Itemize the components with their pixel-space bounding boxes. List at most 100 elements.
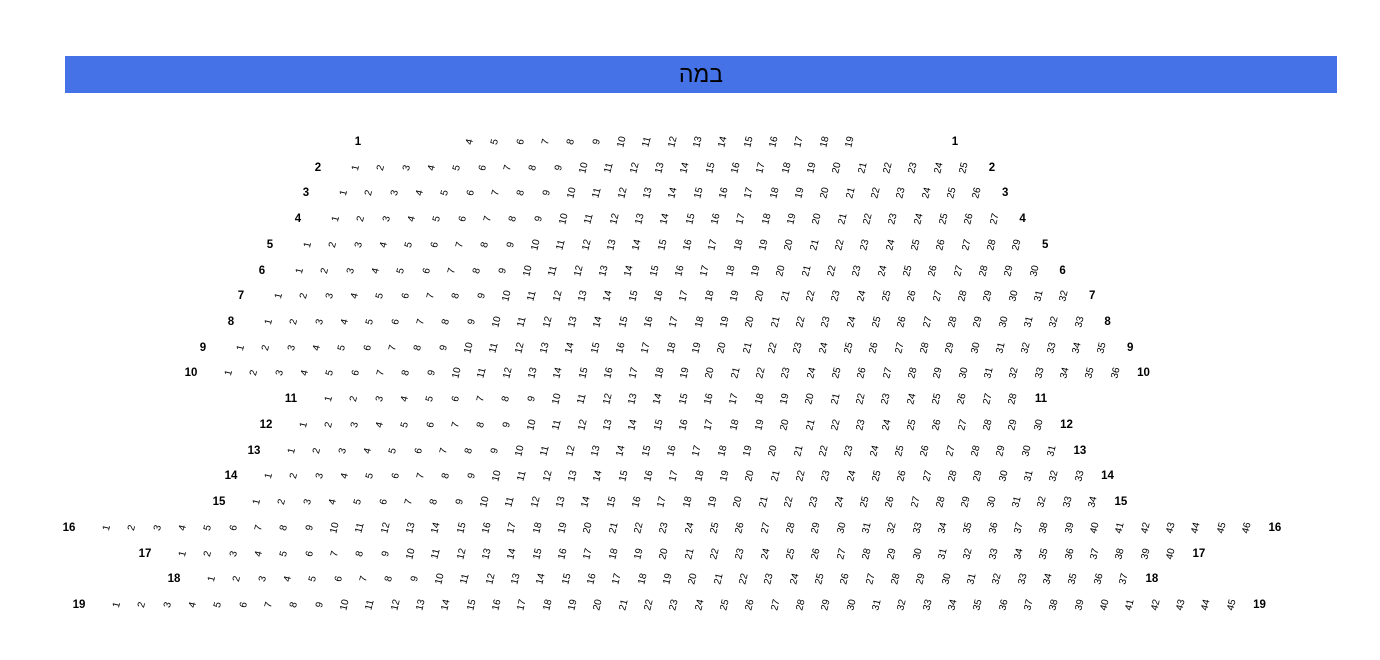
seat-row5-num5[interactable]: 5: [403, 240, 416, 249]
seat-row4-num15[interactable]: 15: [683, 212, 698, 226]
seat-row6-num21[interactable]: 21: [799, 263, 814, 278]
seat-row17-num10[interactable]: 10: [404, 546, 418, 561]
seat-row19-num14[interactable]: 14: [439, 598, 453, 612]
seat-row9-num20[interactable]: 20: [715, 341, 729, 355]
seat-row16-num4[interactable]: 4: [176, 523, 189, 532]
seat-row5-num13[interactable]: 13: [605, 238, 619, 252]
seat-row8-num14[interactable]: 14: [591, 315, 605, 329]
seat-row1-num15[interactable]: 15: [741, 135, 756, 149]
seat-row19-num20[interactable]: 20: [591, 598, 605, 612]
seat-row18-num14[interactable]: 14: [534, 572, 548, 586]
seat-row5-num18[interactable]: 18: [731, 238, 746, 252]
seat-row3-num11[interactable]: 11: [590, 187, 604, 200]
seat-row7-num28[interactable]: 28: [956, 289, 970, 304]
seat-row6-num25[interactable]: 25: [901, 263, 915, 278]
seat-row12-num15[interactable]: 15: [651, 418, 666, 432]
seat-row19-num12[interactable]: 12: [388, 598, 403, 612]
seat-row17-num5[interactable]: 5: [278, 549, 291, 558]
seat-row10-num11[interactable]: 11: [475, 367, 489, 380]
seat-row15-num7[interactable]: 7: [402, 498, 415, 507]
seat-row14-num6[interactable]: 6: [389, 472, 402, 481]
seat-row6-num1[interactable]: 1: [293, 266, 307, 275]
seat-row5-num4[interactable]: 4: [377, 240, 390, 249]
seat-row19-num26[interactable]: 26: [743, 598, 757, 612]
seat-row17-num36[interactable]: 36: [1062, 546, 1077, 561]
seat-row10-num4[interactable]: 4: [298, 369, 311, 378]
seat-row14-num28[interactable]: 28: [946, 469, 960, 484]
seat-row11-num17[interactable]: 17: [727, 392, 741, 406]
seat-row8-num13[interactable]: 13: [566, 315, 580, 329]
seat-row9-num24[interactable]: 24: [816, 341, 831, 355]
seat-row7-num2[interactable]: 2: [298, 292, 311, 301]
seat-row12-num8[interactable]: 8: [475, 420, 488, 429]
seat-row19-num25[interactable]: 25: [718, 598, 732, 612]
seat-row14-num33[interactable]: 33: [1072, 469, 1087, 484]
seat-row16-num18[interactable]: 18: [530, 521, 545, 535]
seat-row10-num34[interactable]: 34: [1058, 366, 1072, 381]
seat-row15-num5[interactable]: 5: [352, 498, 365, 507]
seat-row5-num24[interactable]: 24: [883, 238, 898, 252]
seat-row2-num4[interactable]: 4: [425, 163, 438, 172]
seat-row19-num38[interactable]: 38: [1047, 598, 1061, 612]
seat-row11-num10[interactable]: 10: [550, 392, 564, 406]
seat-row18-num27[interactable]: 27: [863, 572, 878, 586]
seat-row10-num36[interactable]: 36: [1108, 366, 1123, 381]
seat-row12-num2[interactable]: 2: [323, 420, 336, 429]
seat-row8-num11[interactable]: 11: [515, 315, 529, 329]
seat-row9-num14[interactable]: 14: [563, 341, 577, 355]
seat-row6-num26[interactable]: 26: [926, 263, 940, 278]
seat-row6-num15[interactable]: 15: [647, 263, 662, 278]
seat-row15-num4[interactable]: 4: [326, 498, 339, 507]
seat-row7-num32[interactable]: 32: [1057, 289, 1071, 304]
seat-row11-num25[interactable]: 25: [930, 392, 944, 406]
seat-row10-num25[interactable]: 25: [830, 366, 844, 381]
seat-row5-num20[interactable]: 20: [782, 238, 796, 252]
seat-row13-num6[interactable]: 6: [412, 446, 425, 455]
seat-row12-num20[interactable]: 20: [778, 418, 792, 432]
seat-row8-num27[interactable]: 27: [920, 315, 935, 329]
seat-row13-num28[interactable]: 28: [969, 443, 983, 458]
seat-row4-num18[interactable]: 18: [759, 212, 774, 226]
seat-row15-num33[interactable]: 33: [1060, 495, 1075, 509]
seat-row4-num16[interactable]: 16: [709, 212, 723, 226]
seat-row5-num26[interactable]: 26: [934, 238, 948, 252]
seat-row3-num10[interactable]: 10: [565, 186, 579, 201]
seat-row10-num26[interactable]: 26: [855, 366, 869, 381]
seat-row4-num20[interactable]: 20: [810, 212, 824, 226]
seat-row16-num7[interactable]: 7: [252, 523, 265, 532]
seat-row13-num17[interactable]: 17: [690, 443, 704, 458]
seat-row7-num9[interactable]: 9: [475, 292, 488, 301]
seat-row17-num29[interactable]: 29: [885, 546, 899, 561]
seat-row14-num31[interactable]: 31: [1022, 469, 1036, 484]
seat-row9-num2[interactable]: 2: [260, 343, 273, 352]
seat-row19-num33[interactable]: 33: [920, 598, 935, 612]
seat-row19-num40[interactable]: 40: [1098, 598, 1112, 612]
seat-row8-num16[interactable]: 16: [642, 315, 656, 329]
seat-row1-num13[interactable]: 13: [691, 135, 705, 149]
seat-row10-num13[interactable]: 13: [526, 366, 540, 381]
seat-row10-num29[interactable]: 29: [931, 366, 945, 381]
seat-row16-num31[interactable]: 31: [860, 521, 874, 535]
seat-row15-num32[interactable]: 32: [1035, 495, 1049, 509]
seat-row9-num18[interactable]: 18: [664, 341, 679, 355]
seat-row14-num19[interactable]: 19: [718, 469, 732, 484]
seat-row1-num8[interactable]: 8: [565, 137, 578, 147]
seat-row9-num1[interactable]: 1: [234, 343, 248, 352]
seat-row4-num24[interactable]: 24: [911, 212, 926, 226]
seat-row19-num22[interactable]: 22: [642, 598, 656, 612]
seat-row14-num21[interactable]: 21: [768, 469, 783, 484]
seat-row6-num12[interactable]: 12: [571, 263, 586, 278]
seat-row13-num15[interactable]: 15: [639, 443, 654, 458]
seat-row10-num3[interactable]: 3: [273, 369, 286, 378]
seat-row14-num1[interactable]: 1: [262, 472, 276, 481]
seat-row12-num18[interactable]: 18: [727, 418, 742, 432]
seat-row16-num44[interactable]: 44: [1189, 521, 1203, 535]
seat-row16-num5[interactable]: 5: [202, 523, 215, 532]
seat-row5-num3[interactable]: 3: [352, 240, 365, 249]
seat-row6-num3[interactable]: 3: [344, 266, 357, 275]
seat-row17-num21[interactable]: 21: [682, 546, 697, 561]
seat-row16-num43[interactable]: 43: [1164, 521, 1178, 535]
seat-row16-num3[interactable]: 3: [151, 523, 164, 532]
seat-row8-num26[interactable]: 26: [895, 315, 909, 329]
seat-row19-num21[interactable]: 21: [616, 598, 631, 612]
